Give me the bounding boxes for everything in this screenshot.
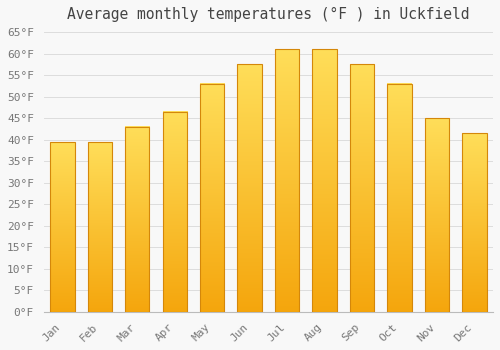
Bar: [200, 84, 224, 312]
Title: Average monthly temperatures (°F ) in Uckfield: Average monthly temperatures (°F ) in Uc…: [67, 7, 469, 22]
Bar: [275, 49, 299, 312]
Bar: [312, 49, 336, 312]
Bar: [162, 112, 187, 312]
Bar: [50, 142, 74, 312]
Bar: [125, 127, 150, 312]
Bar: [462, 133, 486, 312]
Bar: [424, 118, 449, 312]
Bar: [238, 64, 262, 312]
Bar: [88, 142, 112, 312]
Bar: [388, 84, 411, 312]
Bar: [350, 64, 374, 312]
